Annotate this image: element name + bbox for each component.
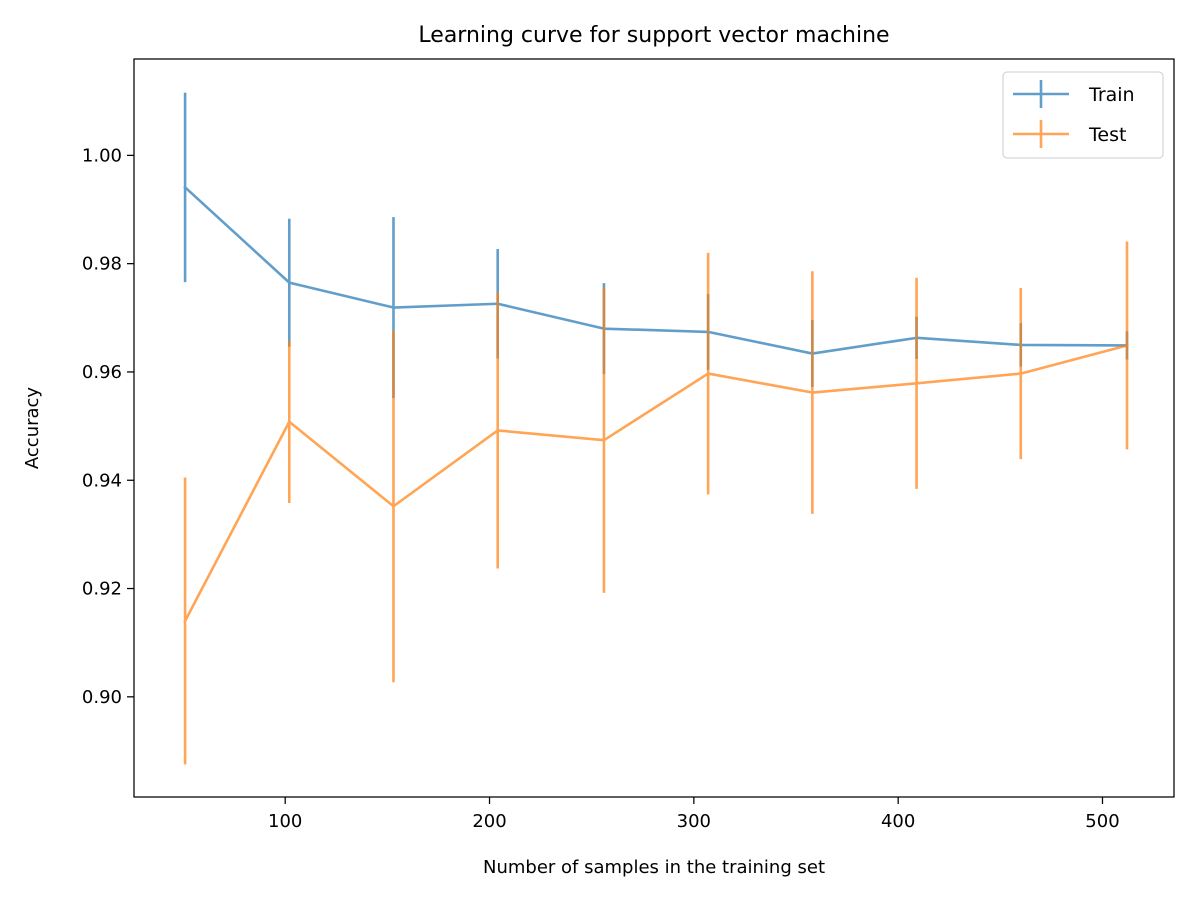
x-tick-label: 400 (881, 811, 915, 832)
x-tick-label: 300 (677, 811, 711, 832)
legend-box (1002, 71, 1164, 159)
plot-frame (133, 58, 1175, 798)
legend-marker-0 (1013, 80, 1069, 108)
series-1 (183, 241, 1129, 765)
chart-title: Learning curve for support vector machin… (418, 23, 889, 48)
ticks-layer: 100 200 300 400 500 0.90 0.92 0.94 0.96 0.98 1.00 (82, 145, 1120, 832)
y-tick-label: 0.90 (82, 687, 122, 708)
legend-label: Test (1088, 124, 1126, 146)
y-tick-label: 0.96 (82, 362, 122, 383)
x-tick-label: 100 (268, 811, 302, 832)
x-tick-label: 200 (472, 811, 506, 832)
y-tick-label: 1.00 (82, 145, 122, 166)
x-axis-label: Number of samples in the training set (483, 857, 825, 878)
y-tick-label: 0.94 (82, 470, 122, 491)
y-tick-label: 0.98 (82, 254, 122, 275)
legend: Train Test (1002, 71, 1164, 159)
x-tick-label: 500 (1085, 811, 1119, 832)
legend-entries: Train Test (1013, 80, 1135, 148)
y-axis-label: Accuracy (22, 387, 43, 470)
series-layer (183, 92, 1129, 765)
y-tick-label: 0.92 (82, 579, 122, 600)
legend-label: Train (1088, 84, 1135, 106)
legend-marker-1 (1013, 120, 1069, 148)
series-line (183, 343, 1129, 623)
series-line (183, 185, 1129, 355)
